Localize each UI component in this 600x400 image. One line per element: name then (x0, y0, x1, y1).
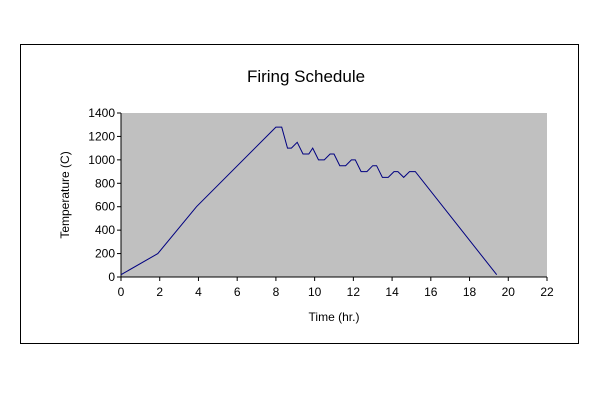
chart-container: Firing Schedule 0 200 400 600 800 1000 1200 140… (20, 44, 579, 344)
y-tick-label-200: 200 (95, 247, 115, 261)
x-tick-label-16: 16 (424, 285, 438, 299)
plot-area (121, 113, 547, 277)
firing-schedule-chart: Firing Schedule 020040060080010001200140… (58, 67, 554, 324)
x-tick-label-20: 20 (502, 285, 516, 299)
series-line-temperature (120, 126, 498, 276)
y-tick-label-600: 600 (95, 200, 115, 214)
x-tick-label-10: 10 (308, 285, 322, 299)
y-tick-label-1200: 1200 (88, 129, 115, 143)
chart-title: Firing Schedule (247, 67, 365, 86)
x-tick-label-8: 8 (273, 285, 280, 299)
x-axis-title: Time (hr.) (309, 310, 360, 324)
x-tick-label-22: 22 (540, 285, 554, 299)
x-tick-label-2: 2 (156, 285, 163, 299)
x-tick-label-14: 14 (385, 285, 399, 299)
x-tick-label-6: 6 (234, 285, 241, 299)
y-tick-label-800: 800 (95, 176, 115, 190)
x-tick-label-12: 12 (347, 285, 361, 299)
y-tick-label-1400: 1400 (88, 106, 115, 120)
y-tick-label-400: 400 (95, 223, 115, 237)
x-tick-label-4: 4 (195, 285, 202, 299)
y-tick-label-1000: 1000 (88, 153, 115, 167)
y-tick-label-0: 0 (108, 270, 115, 284)
x-tick-label-0: 0 (118, 285, 125, 299)
x-tick-label-18: 18 (463, 285, 477, 299)
y-axis-title: Temperature (C) (58, 151, 72, 238)
